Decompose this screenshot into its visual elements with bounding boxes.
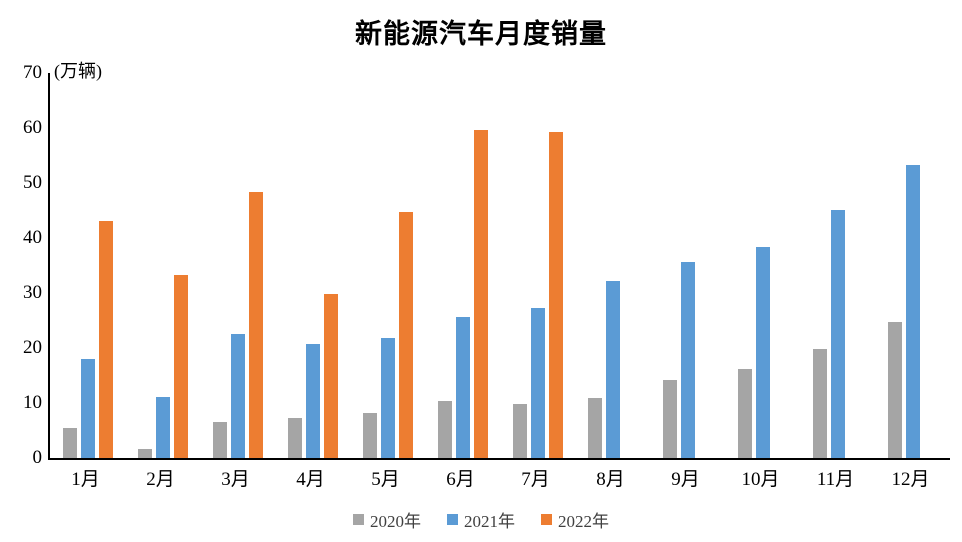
bar-2022年-1月 (98, 221, 113, 458)
x-axis-label-5月: 5月 (371, 469, 400, 490)
bar-group-3月 (200, 73, 275, 458)
x-axis-label-1月: 1月 (71, 469, 100, 490)
bar-2022年-7月 (548, 132, 563, 458)
x-axis-label-7月: 7月 (521, 469, 550, 490)
bar-2020年-7月 (512, 404, 527, 458)
legend-label: 2022年 (558, 512, 609, 531)
x-axis-label-9月: 9月 (671, 469, 700, 490)
x-axis-label-11月: 11月 (816, 469, 855, 490)
x-axis-labels: 1月 2月 3月 4月 5月 6月 7月 8月 9月 10月 11月 12月 (48, 464, 948, 491)
bar-group-1月 (50, 73, 125, 458)
bar-2022年-5月 (398, 212, 413, 458)
bar-2021年-5月 (380, 338, 395, 458)
y-axis-unit-label: (万辆) (54, 61, 102, 81)
bar-2021年-1月 (80, 359, 95, 458)
y-axis-label-50: 50 (23, 172, 42, 193)
legend-item-2020年: 2020年 (353, 507, 421, 532)
bar-2020年-12月 (887, 322, 902, 458)
bar-2021年-10月 (755, 247, 770, 458)
x-axis-label-8月: 8月 (596, 469, 625, 490)
bar-group-5月 (350, 73, 425, 458)
bar-2021年-2月 (155, 397, 170, 458)
bar-2021年-11月 (830, 210, 845, 458)
bar-group-4月 (275, 73, 350, 458)
bar-2021年-9月 (680, 262, 695, 458)
bar-group-6月 (425, 73, 500, 458)
bar-2021年-12月 (905, 165, 920, 458)
bar-2021年-7月 (530, 308, 545, 458)
x-axis-label-6月: 6月 (446, 469, 475, 490)
bar-group-9月 (650, 73, 725, 458)
legend-swatch-icon (541, 514, 552, 525)
bar-2022年-2月 (173, 275, 188, 458)
bar-2021年-6月 (455, 317, 470, 458)
bar-2021年-3月 (230, 334, 245, 458)
y-axis-label-60: 60 (23, 117, 42, 138)
bar-group-2月 (125, 73, 200, 458)
legend-swatch-icon (447, 514, 458, 525)
bar-group-10月 (725, 73, 800, 458)
bar-group-12月 (875, 73, 950, 458)
bar-2020年-1月 (62, 428, 77, 458)
bar-group-11月 (800, 73, 875, 458)
legend-item-2022年: 2022年 (541, 507, 609, 532)
y-axis-label-70: 70 (23, 62, 42, 83)
legend-label: 2020年 (370, 512, 421, 531)
y-axis-label-40: 40 (23, 227, 42, 248)
x-axis-label-2月: 2月 (146, 469, 175, 490)
bar-2020年-11月 (812, 349, 827, 458)
plot-area (48, 73, 950, 460)
y-axis-label-0: 0 (32, 447, 43, 468)
x-axis-label-12月: 12月 (891, 469, 930, 490)
y-axis-label-20: 20 (23, 337, 42, 358)
bar-2020年-3月 (212, 422, 227, 458)
x-axis-label-3月: 3月 (221, 469, 250, 490)
bar-2022年-6月 (473, 130, 488, 458)
legend-item-2021年: 2021年 (447, 507, 515, 532)
bar-2020年-6月 (437, 401, 452, 458)
bar-group-7月 (500, 73, 575, 458)
bar-2021年-8月 (605, 281, 620, 458)
bar-2020年-10月 (737, 369, 752, 458)
bar-2020年-5月 (362, 413, 377, 458)
bar-2020年-2月 (137, 449, 152, 458)
chart-title: 新能源汽车月度销量 (355, 19, 607, 49)
bar-2022年-3月 (248, 192, 263, 458)
y-axis-label-30: 30 (23, 282, 42, 303)
legend-label: 2021年 (464, 512, 515, 531)
x-axis-label-4月: 4月 (296, 469, 325, 490)
bar-2020年-9月 (662, 380, 677, 458)
bar-2021年-4月 (305, 344, 320, 458)
bar-2020年-4月 (287, 418, 302, 458)
bar-2020年-8月 (587, 398, 602, 458)
legend: 2020年 2021年 2022年 (0, 507, 962, 532)
x-axis-label-10月: 10月 (741, 469, 780, 490)
legend-swatch-icon (353, 514, 364, 525)
bar-group-8月 (575, 73, 650, 458)
bar-2022年-4月 (323, 294, 338, 458)
y-axis-label-10: 10 (23, 392, 42, 413)
